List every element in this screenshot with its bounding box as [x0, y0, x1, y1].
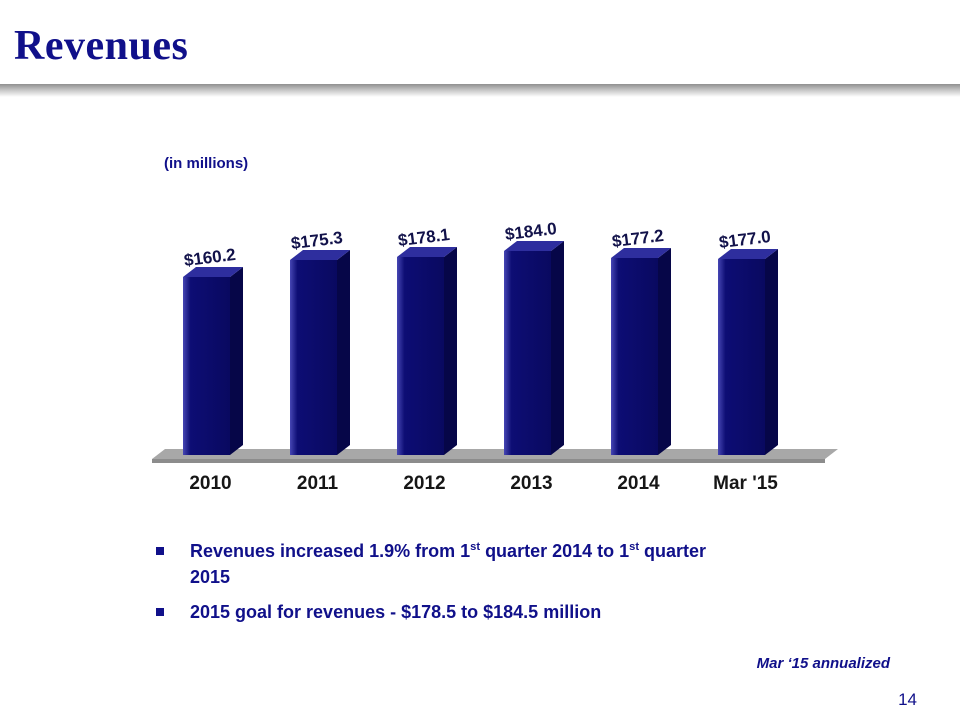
bar-top	[504, 241, 564, 251]
bar-top	[718, 249, 778, 259]
bar-Mar '15	[718, 259, 765, 455]
bar-value-label: $160.2	[183, 245, 237, 270]
bar-side	[337, 250, 350, 455]
bar-side	[230, 267, 243, 455]
bar-side	[765, 249, 778, 455]
units-label: (in millions)	[164, 155, 249, 172]
page-number: 14	[898, 690, 917, 709]
x-axis-label: 2012	[403, 473, 445, 494]
bullet-text: 2015 goal for revenues - $178.5 to $184.…	[190, 602, 602, 622]
chart-floor-edge	[152, 459, 825, 463]
bar-top	[290, 250, 350, 260]
x-axis-label: 2010	[189, 473, 231, 494]
bar-side	[444, 247, 457, 455]
revenues-bar-chart: $160.2 2010 $175.3 2011 $178.1 2012 $184.0 2013…	[150, 200, 870, 500]
bar-value-label: $184.0	[504, 219, 558, 244]
square-bullet-icon	[156, 608, 164, 616]
bar-2013	[504, 251, 551, 455]
bar-side	[658, 248, 671, 455]
bullet-text: Revenues increased 1.9% from 1st quarter…	[190, 541, 707, 587]
x-axis-label: Mar '15	[713, 473, 778, 494]
bar-top	[611, 248, 671, 258]
bar-2011	[290, 260, 337, 455]
footnote: Mar ‘15 annualized	[756, 655, 890, 672]
square-bullet-icon	[156, 547, 164, 555]
bullet-item: Revenues increased 1.9% from 1st quarter…	[150, 538, 850, 590]
bar-value-label: $177.2	[611, 226, 665, 251]
chart-canvas: $160.2 2010 $175.3 2011 $178.1 2012 $184.0 2013…	[152, 219, 838, 494]
bar-2014	[611, 258, 658, 455]
bar-top	[183, 267, 243, 277]
x-axis-label: 2011	[297, 473, 339, 494]
bullet-item: 2015 goal for revenues - $178.5 to $184.…	[150, 599, 850, 625]
bar-2012	[397, 257, 444, 455]
title-divider	[0, 84, 960, 97]
slide-title: Revenues	[14, 23, 189, 69]
bar-value-label: $178.1	[397, 225, 451, 250]
bar-value-label: $177.0	[718, 227, 772, 252]
x-axis-label: 2014	[617, 473, 660, 494]
bar-top	[397, 247, 457, 257]
bar-value-label: $175.3	[290, 228, 344, 253]
x-axis-label: 2013	[510, 473, 552, 494]
bar-side	[551, 241, 564, 455]
bullet-list: Revenues increased 1.9% from 1st quarter…	[150, 538, 850, 634]
bar-2010	[183, 277, 230, 455]
